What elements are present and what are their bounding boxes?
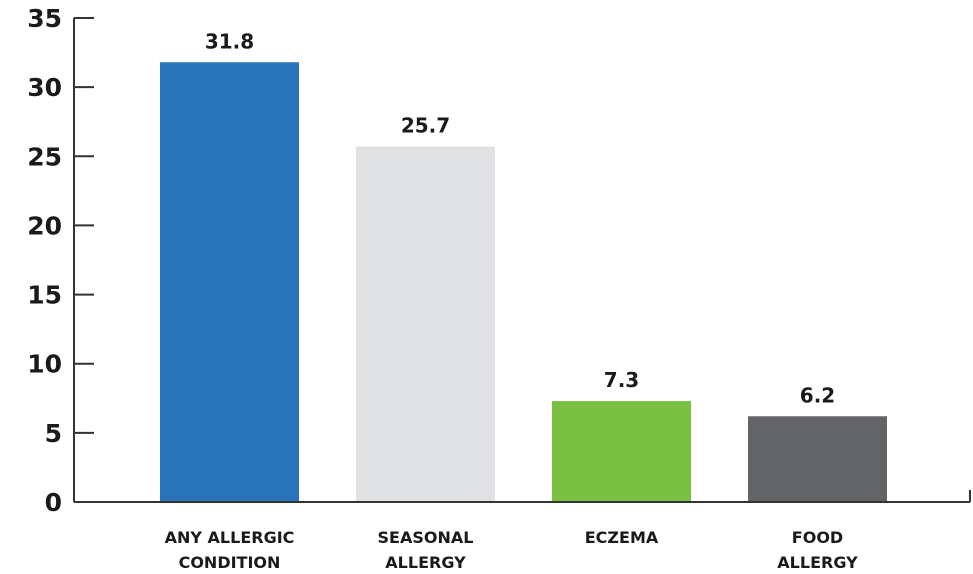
x-tick-label: SEASONAL [378,528,474,547]
bar [748,416,887,502]
bar [160,62,299,502]
y-tick-label: 30 [27,73,62,102]
y-tick-label: 35 [27,4,62,33]
x-tick-label: ALLERGY [777,553,858,572]
x-tick-label: FOOD [792,528,843,547]
bar [552,401,691,502]
data-label: 25.7 [401,114,450,138]
bar [356,146,495,502]
data-label: 31.8 [205,29,254,53]
y-tick-label: 5 [45,419,62,448]
data-label: 7.3 [604,368,639,392]
y-tick-label: 25 [27,142,62,171]
y-tick-label: 20 [27,211,62,240]
y-tick-label: 10 [27,350,62,379]
x-tick-label: ECZEMA [585,528,659,547]
x-tick-label: ALLERGY [385,553,466,572]
x-tick-label: CONDITION [179,553,281,572]
y-tick-label: 15 [27,281,62,310]
data-label: 6.2 [800,383,835,407]
y-tick-label: 0 [45,488,62,517]
x-tick-label: ANY ALLERGIC [165,528,295,547]
